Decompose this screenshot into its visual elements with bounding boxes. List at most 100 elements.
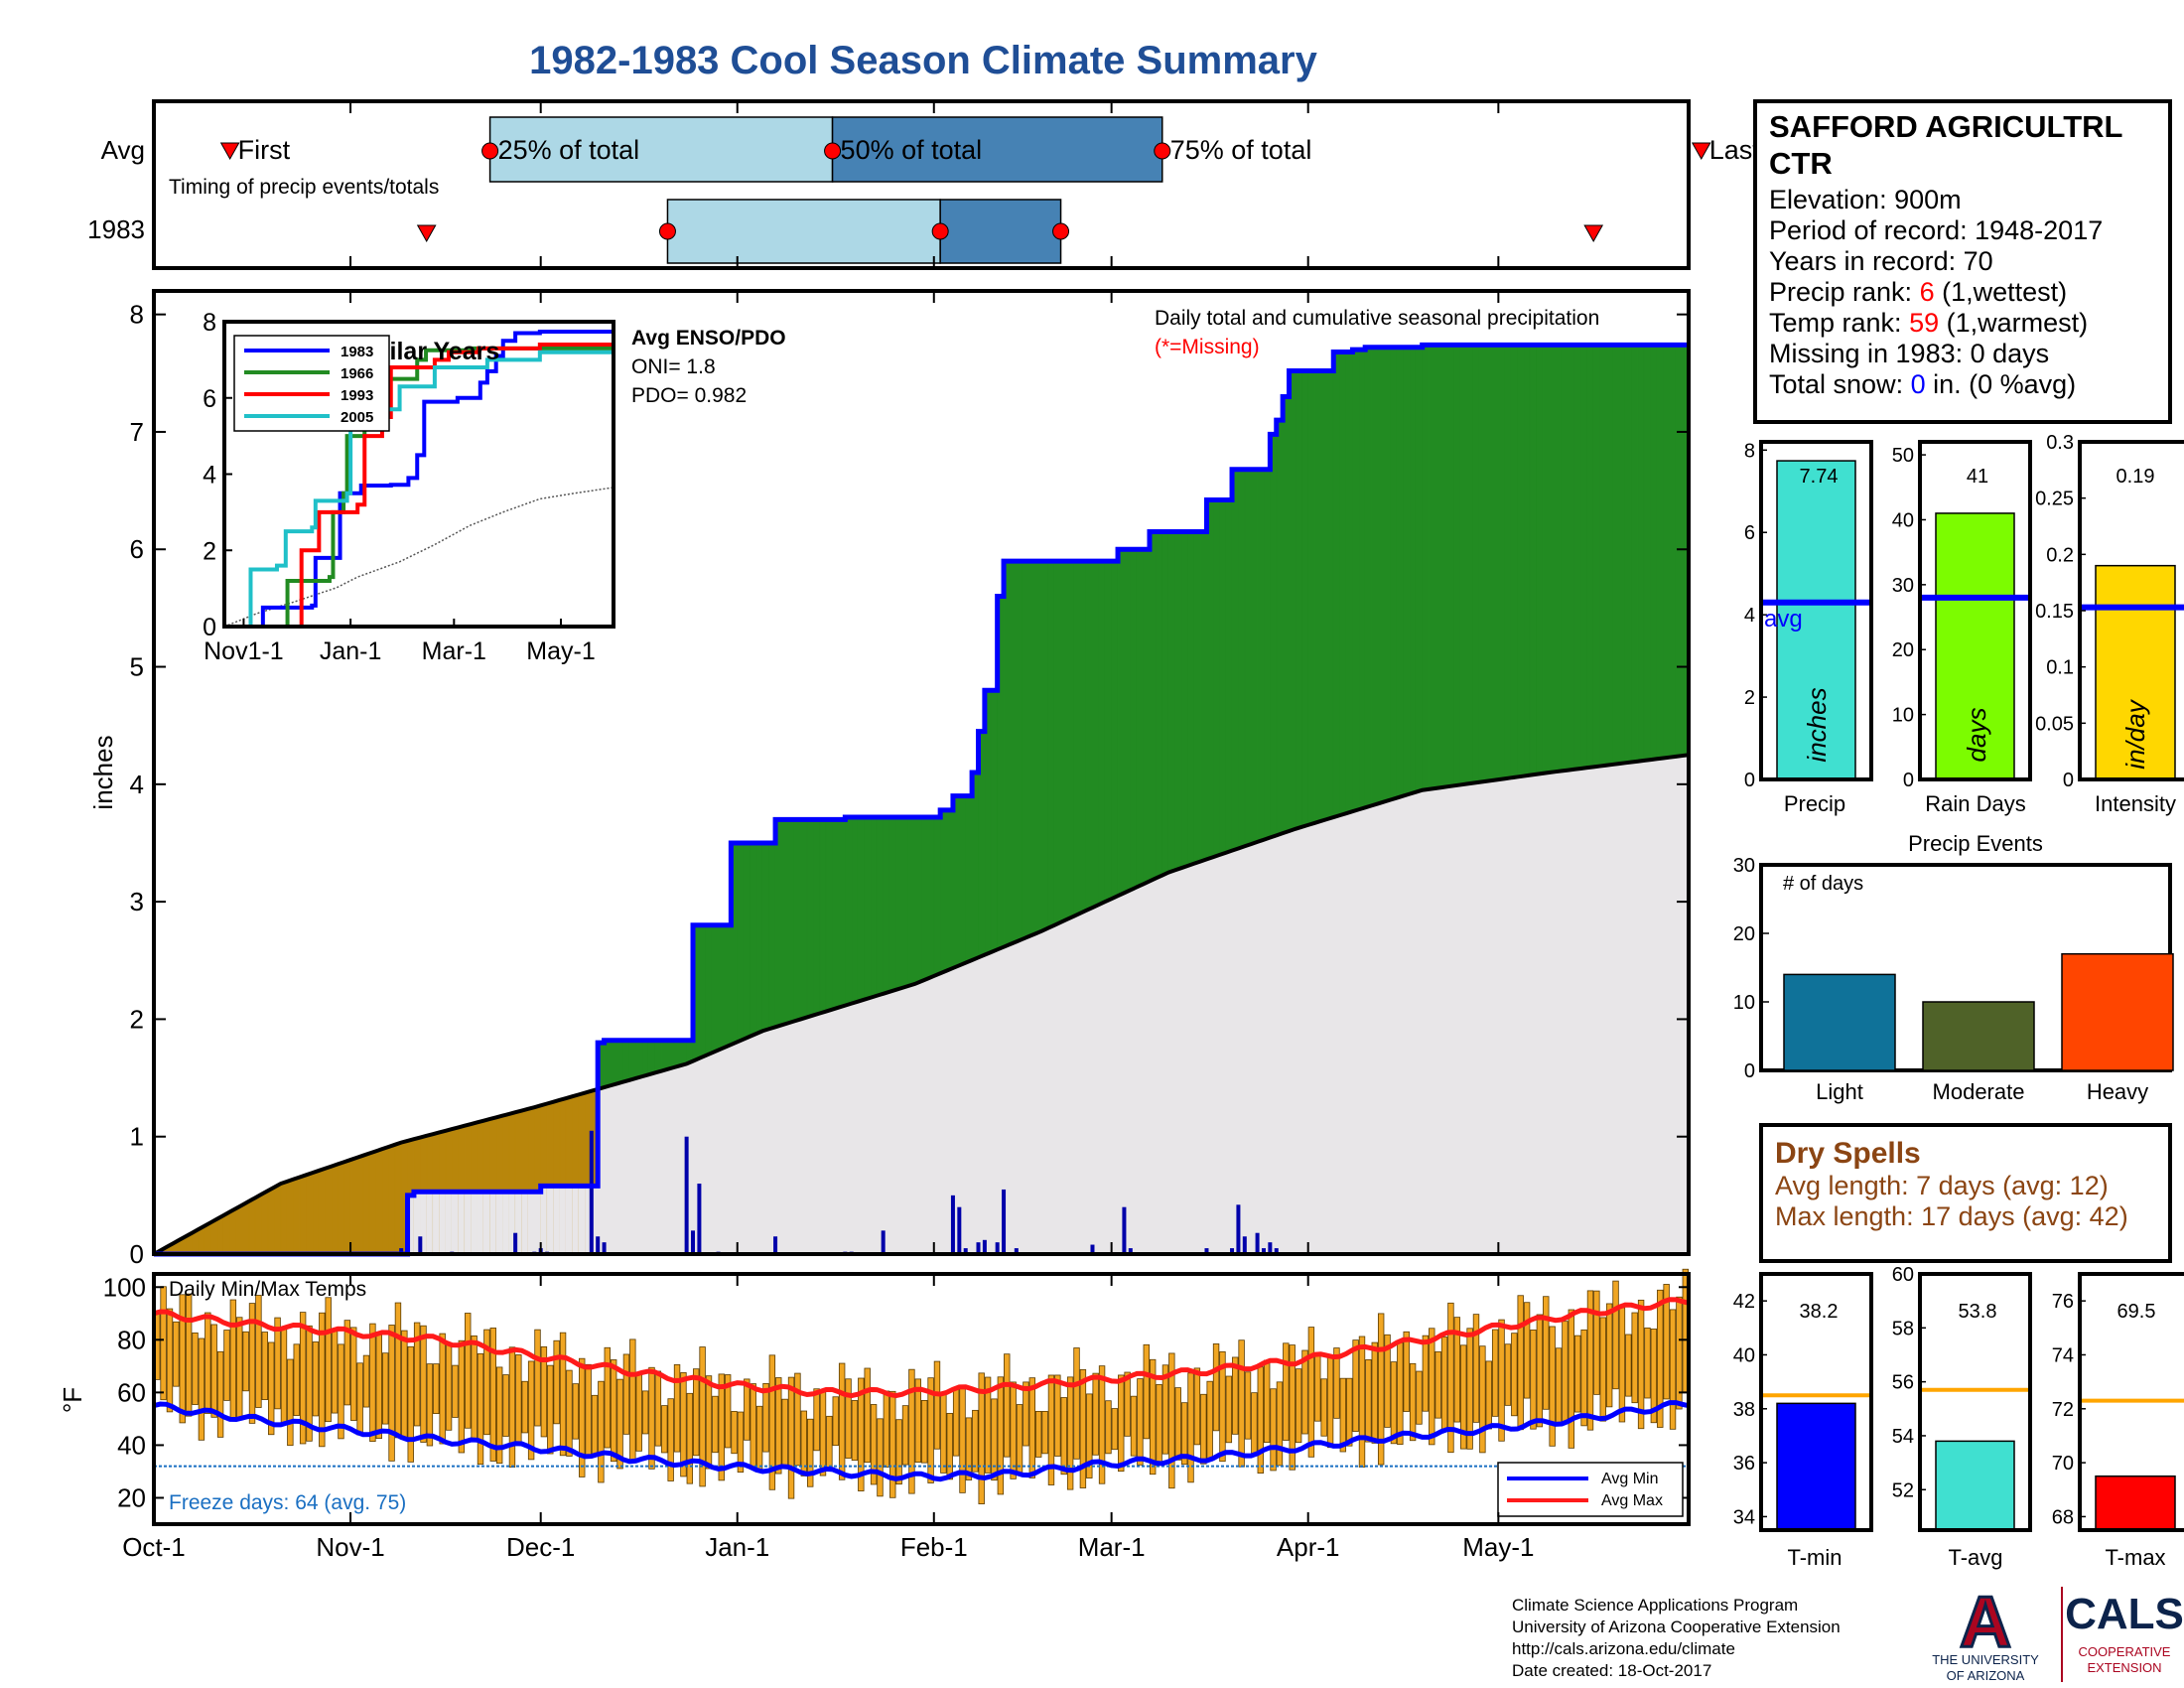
panel-y-tick-label: 52 — [1892, 1479, 1914, 1501]
surplus-fill — [914, 816, 922, 985]
daily-temp-bar — [864, 1367, 871, 1464]
daily-temp-bar — [654, 1370, 662, 1447]
tmin-panel: 34 36 38 40 42 38.2 T-min — [1733, 1272, 1873, 1570]
main-y-tick-label: 0 — [130, 1239, 144, 1269]
daily-temp-bar — [959, 1386, 966, 1493]
timing-last-marker — [1691, 142, 1711, 161]
precip-rank-value: 6 — [1920, 277, 1935, 307]
surplus-fill — [1263, 469, 1271, 841]
events-y-tick-label: 0 — [1744, 1060, 1755, 1082]
observed-below-avg-fill — [477, 1192, 484, 1255]
tmax-value-label: 69.5 — [2117, 1301, 2156, 1323]
daily-precip-bar — [1261, 1248, 1266, 1254]
snow-prefix: Total snow: — [1769, 369, 1911, 399]
cals-logo[interactable]: CALS COOPERATIVE EXTENSION — [2065, 1590, 2184, 1675]
daily-temp-bar — [914, 1378, 922, 1463]
surplus-fill — [1326, 370, 1334, 820]
daily-temp-bar — [508, 1346, 516, 1468]
deficit-fill — [261, 1190, 269, 1255]
deficit-fill — [337, 1161, 344, 1255]
deficit-fill — [267, 1187, 275, 1255]
surplus-fill — [679, 1040, 687, 1066]
daily-precip-bar — [697, 1184, 702, 1254]
surplus-fill — [604, 1040, 612, 1088]
raindays-unit-label: days — [1962, 708, 1991, 763]
daily-temp-bar — [744, 1378, 751, 1441]
deficit-fill — [216, 1214, 224, 1255]
main-y-tick-label: 2 — [130, 1004, 144, 1034]
daily-temp-bar — [521, 1380, 528, 1434]
daily-temp-bar — [420, 1325, 427, 1443]
x-tick-label: Dec-1 — [506, 1532, 575, 1562]
surplus-fill — [1257, 469, 1265, 843]
daily-precip-bar — [995, 1242, 1000, 1254]
surplus-fill — [1022, 560, 1029, 940]
daily-temp-bar — [1346, 1377, 1353, 1447]
events-x-label: Moderate — [1933, 1079, 2025, 1104]
daily-temp-bar — [1041, 1410, 1048, 1455]
oni-value: ONI= 1.8 — [631, 355, 716, 378]
daily-precip-bar — [1268, 1242, 1273, 1254]
surplus-fill — [724, 924, 732, 1049]
surplus-fill — [1517, 345, 1525, 777]
surplus-fill — [1390, 347, 1398, 800]
daily-temp-bar — [807, 1418, 814, 1487]
daily-temp-bar — [1111, 1408, 1119, 1451]
surplus-fill — [1079, 560, 1087, 914]
surplus-fill — [870, 816, 878, 999]
daily-temp-bar — [1289, 1344, 1296, 1471]
timing-50-label: 50% of total — [841, 135, 983, 165]
daily-temp-bar — [921, 1400, 928, 1464]
daily-temp-bar — [261, 1332, 269, 1400]
panel-y-tick-label: 68 — [2052, 1506, 2074, 1528]
inset-y-tick-label: 8 — [203, 309, 216, 337]
timing-25-label: 25% of total — [498, 135, 640, 165]
daily-temp-bar — [1352, 1339, 1359, 1432]
surplus-fill — [1010, 560, 1018, 945]
daily-precip-bar — [982, 1239, 987, 1254]
surplus-fill — [628, 1040, 636, 1081]
surplus-fill — [1060, 560, 1068, 923]
observed-below-avg-fill — [572, 1186, 580, 1255]
temp-y-tick-label: 100 — [103, 1272, 146, 1302]
daily-temp-bar — [1307, 1327, 1315, 1458]
tavg-value-label: 53.8 — [1959, 1301, 1997, 1323]
precip-unit-label: inches — [1802, 687, 1832, 762]
daily-precip-bar — [1204, 1248, 1209, 1254]
surplus-fill — [635, 1040, 643, 1079]
daily-temp-bar — [1403, 1331, 1410, 1412]
daily-temp-bar — [965, 1417, 973, 1480]
surplus-fill — [1478, 345, 1486, 783]
daily-precip-bar — [1255, 1232, 1260, 1254]
daily-temp-bar — [1301, 1349, 1308, 1435]
surplus-fill — [1434, 345, 1442, 789]
daily-temp-bar — [737, 1411, 745, 1474]
daily-temp-bar — [388, 1325, 395, 1462]
daily-temp-bar — [997, 1376, 1005, 1495]
daily-precip-bar — [1128, 1248, 1133, 1254]
main-y-tick-label: 1 — [130, 1122, 144, 1152]
surplus-fill — [705, 924, 713, 1056]
daily-temp-bar — [1491, 1329, 1499, 1417]
daily-temp-bar — [1371, 1341, 1378, 1444]
surplus-fill — [1053, 560, 1061, 926]
daily-temp-bar — [248, 1303, 256, 1424]
daily-temp-bar — [1479, 1345, 1486, 1454]
surplus-fill — [1612, 345, 1620, 766]
daily-temp-bar — [1543, 1296, 1550, 1410]
dry-avg-length: Avg length: 7 days (avg: 12) — [1775, 1171, 2109, 1200]
tmax-xlabel: T-max — [2105, 1545, 2165, 1570]
daily-temp-bar — [991, 1398, 998, 1481]
daily-temp-bar — [229, 1299, 237, 1421]
daily-temp-bar — [755, 1405, 763, 1473]
surplus-fill — [1631, 345, 1639, 763]
main-y-tick-label: 3 — [130, 887, 144, 916]
daily-precip-bar — [881, 1230, 886, 1254]
panel-y-tick-label: 10 — [1892, 705, 1914, 727]
surplus-fill — [737, 842, 745, 1043]
daily-temp-bar — [439, 1333, 446, 1445]
daily-temp-bar — [908, 1368, 915, 1494]
university-of-arizona-logo[interactable]: A THE UNIVERSITY OF ARIZONA — [1932, 1582, 2039, 1684]
